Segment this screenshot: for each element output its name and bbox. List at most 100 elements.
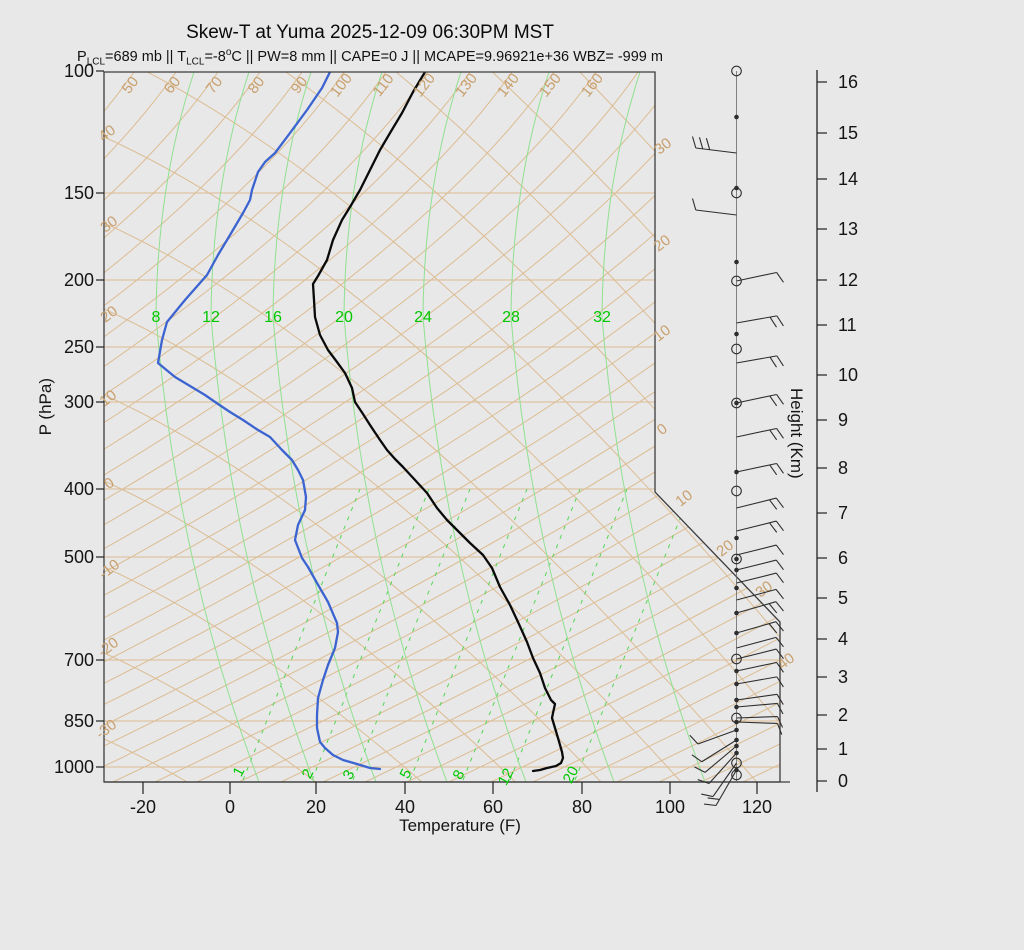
tick-label: 150	[536, 70, 565, 100]
frame	[103, 71, 790, 783]
plcl-sub: LCL	[86, 56, 106, 68]
dry-adiabat-lines	[104, 72, 780, 782]
tick-label: 1	[838, 739, 848, 759]
tick-label: 110	[369, 71, 397, 100]
tick-label: 28	[502, 309, 520, 326]
isotherm-top-labels: 50 60 70 80 90 100 110 120 130 140 150 160	[119, 70, 607, 100]
tick-label: 700	[64, 650, 94, 670]
isotherm-lines	[104, 72, 780, 782]
tick-label: 120	[742, 797, 772, 817]
moist-adiabat-labels: 8 12 16 20 24 28 32	[152, 309, 611, 326]
tick-label: 70	[203, 73, 227, 97]
tick-label: 60	[483, 797, 503, 817]
degree-sup: o	[225, 47, 232, 58]
tick-label: 40	[95, 122, 119, 146]
tick-label: 0	[101, 474, 118, 493]
tick-label: 140	[494, 70, 523, 100]
tick-label: 20	[335, 309, 353, 326]
temperature-trace	[311, 72, 565, 773]
tick-label: 80	[572, 797, 592, 817]
tick-label: 20	[97, 303, 121, 327]
tick-label: 1000	[54, 757, 94, 777]
tick-label: 30	[97, 213, 121, 237]
moist-adiabat-lines	[155, 72, 706, 782]
adiabat-left-labels: 40 30 20 10 0 -10 -20 -30	[92, 122, 123, 743]
tick-label: 30	[651, 135, 675, 159]
tick-label: 20	[560, 764, 583, 787]
tick-label: 2	[838, 705, 848, 725]
params-rest: C || PW=8 mm || CAPE=0 J || MCAPE=9.9692…	[231, 48, 663, 65]
tick-label: 10	[838, 365, 858, 385]
tick-label: -20	[130, 797, 156, 817]
pressure-axis-title: P (hPa)	[36, 378, 55, 436]
tick-label: 20	[713, 537, 737, 561]
tlcl-value: =-8	[204, 48, 226, 65]
tick-label: 500	[64, 547, 94, 567]
temperature-axis: -20 0 20 40 60 80 100 120	[130, 782, 772, 817]
tick-label: 150	[64, 183, 94, 203]
isotherm-boundary-labels: 10 20 30 40	[672, 487, 798, 674]
tick-label: -30	[92, 716, 120, 743]
tick-label: 8	[152, 309, 161, 326]
tick-label: 300	[64, 392, 94, 412]
tick-label: 13	[838, 219, 858, 239]
tick-label: 100	[655, 797, 685, 817]
tick-label: 6	[838, 548, 848, 568]
tick-label: 850	[64, 711, 94, 731]
tick-label: 80	[245, 73, 269, 97]
tick-label: 60	[161, 73, 185, 97]
tick-label: 10	[96, 387, 120, 411]
tick-label: 100	[64, 61, 94, 81]
height-axis-title: Height (Km)	[787, 388, 806, 479]
tick-label: 10	[650, 322, 674, 346]
tick-label: 100	[327, 70, 356, 100]
tick-label: 24	[414, 309, 432, 326]
tick-label: 32	[593, 309, 611, 326]
temperature-axis-title: Temperature (F)	[399, 816, 521, 835]
tick-label: 250	[64, 337, 94, 357]
plcl-label: P	[77, 48, 87, 65]
tick-label: 11	[838, 315, 857, 335]
tick-label: -20	[94, 634, 122, 661]
tick-label: 12	[202, 309, 220, 326]
tick-label: 130	[452, 70, 481, 100]
parameters-line: PLCL=689 mb || TLCL=-8oC || PW=8 mm || C…	[0, 47, 740, 68]
dewpoint-trace	[156, 72, 382, 771]
tick-label: 5	[838, 588, 848, 608]
tick-label: 2	[299, 766, 318, 781]
tick-label: 20	[306, 797, 326, 817]
tick-label: 10	[672, 487, 696, 511]
tick-label: 12	[838, 270, 858, 290]
tick-label: 14	[838, 169, 858, 189]
wind-barb-column	[689, 65, 784, 807]
chart-title: Skew-T at Yuma 2025-12-09 06:30PM MST	[186, 22, 554, 43]
tick-label: 120	[410, 70, 439, 100]
tick-label: 12	[495, 766, 518, 789]
adiabat-right-labels: 30 20 10 0	[650, 135, 675, 439]
tick-label: 40	[774, 650, 798, 674]
pressure-axis: 100 150 200 250 300 400 500 700 850 1000	[54, 61, 104, 777]
tick-label: 20	[650, 232, 674, 256]
tick-label: 0	[654, 420, 671, 439]
tick-label: 0	[838, 771, 848, 791]
tick-label: 8	[838, 458, 848, 478]
tick-label: 90	[288, 73, 312, 97]
tick-label: 4	[838, 629, 848, 649]
pressure-gridlines	[104, 192, 780, 768]
tick-label: 7	[838, 503, 848, 523]
tick-label: 400	[64, 479, 94, 499]
tick-label: 50	[119, 73, 143, 97]
tick-label: -10	[95, 556, 123, 583]
tick-label: 16	[264, 309, 282, 326]
tick-label: 0	[225, 797, 235, 817]
tick-label: 30	[752, 578, 776, 602]
tick-label: 3	[838, 667, 848, 687]
tick-label: 200	[64, 270, 94, 290]
tick-label: 9	[838, 410, 848, 430]
tlcl-sub: LCL	[186, 56, 205, 68]
tick-label: 40	[395, 797, 415, 817]
